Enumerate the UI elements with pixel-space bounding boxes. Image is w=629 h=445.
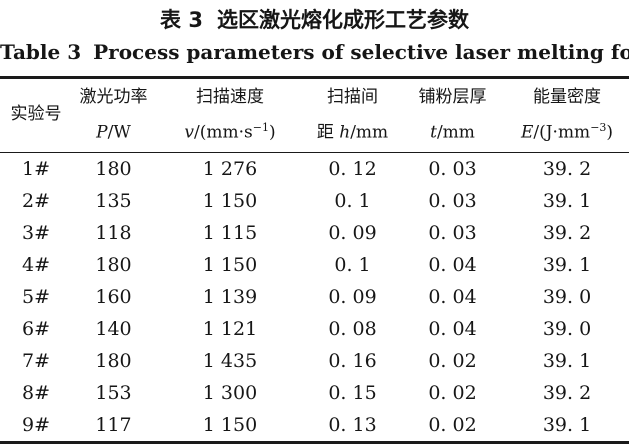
- cell-laser-power: 117: [95, 413, 132, 436]
- table-body: 1# 180 1 276 0. 12 0. 03 39. 2 2# 135 1 …: [0, 152, 629, 442]
- col-header-experiment-no: 实验号: [0, 78, 72, 153]
- table-row: 9# 117 1 150 0. 13 0. 02 39. 1: [0, 409, 629, 443]
- cell-layer-thickness: 0. 02: [428, 413, 477, 436]
- cell-laser-power: 135: [95, 189, 132, 212]
- table-title-zh: 表 3 选区激光熔化成形工艺参数: [0, 0, 629, 34]
- table-row: 1# 180 1 276 0. 12 0. 03 39. 2: [0, 152, 629, 185]
- cell-layer-thickness: 0. 03: [428, 221, 477, 244]
- col-header-scan-speed: 扫描速度 v/(mm·s−1): [155, 78, 305, 153]
- cell-laser-power: 118: [95, 221, 132, 244]
- cell-layer-thickness: 0. 04: [428, 285, 477, 308]
- cell-layer-thickness: 0. 03: [428, 189, 477, 212]
- table-title-zh-text: 选区激光熔化成形工艺参数: [216, 8, 469, 32]
- cell-layer-thickness: 0. 04: [428, 253, 477, 276]
- cell-scan-speed: 1 276: [202, 157, 258, 180]
- cell-experiment-no: 4#: [21, 253, 50, 276]
- cell-experiment-no: 3#: [21, 221, 50, 244]
- table-row: 6# 140 1 121 0. 08 0. 04 39. 0: [0, 313, 629, 345]
- cell-experiment-no: 6#: [21, 317, 50, 340]
- table-header: 实验号 激光功率 P/W 扫描速度 v/(mm·s−1) 扫描间 距 h/mm …: [0, 78, 629, 153]
- cell-energy-density: 39. 0: [542, 317, 592, 340]
- col-header-laser-power: 激光功率 P/W: [72, 78, 155, 153]
- cell-hatch-spacing: 0. 09: [328, 221, 377, 244]
- cell-scan-speed: 1 121: [202, 317, 258, 340]
- table-row: 7# 180 1 435 0. 16 0. 02 39. 1: [0, 345, 629, 377]
- col-header-title: 能量密度: [533, 87, 601, 107]
- cell-energy-density: 39. 2: [542, 221, 592, 244]
- table-row: 5# 160 1 139 0. 09 0. 04 39. 0: [0, 281, 629, 313]
- cell-energy-density: 39. 1: [542, 349, 592, 372]
- cell-experiment-no: 7#: [21, 349, 50, 372]
- table-row: 4# 180 1 150 0. 1 0. 04 39. 1: [0, 249, 629, 281]
- col-header-unit: P/W: [96, 122, 131, 143]
- cell-laser-power: 180: [95, 349, 132, 372]
- cell-scan-speed: 1 115: [202, 221, 258, 244]
- cell-scan-speed: 1 139: [202, 285, 258, 308]
- cell-hatch-spacing: 0. 12: [328, 157, 377, 180]
- col-header-layer-thickness: 铺粉层厚 t/mm: [400, 78, 505, 153]
- cell-scan-speed: 1 300: [202, 381, 258, 404]
- col-header-title: 扫描间: [327, 87, 378, 107]
- table-title-en-label: Table 3: [0, 40, 82, 64]
- cell-experiment-no: 2#: [21, 189, 50, 212]
- cell-experiment-no: 9#: [21, 413, 50, 436]
- cell-scan-speed: 1 150: [202, 189, 258, 212]
- cell-layer-thickness: 0. 02: [428, 381, 477, 404]
- cell-layer-thickness: 0. 04: [428, 317, 477, 340]
- cell-hatch-spacing: 0. 13: [328, 413, 377, 436]
- cell-laser-power: 140: [95, 317, 132, 340]
- cell-scan-speed: 1 435: [202, 349, 258, 372]
- cell-experiment-no: 5#: [21, 285, 50, 308]
- table-row: 8# 153 1 300 0. 15 0. 02 39. 2: [0, 377, 629, 409]
- cell-layer-thickness: 0. 03: [428, 157, 477, 180]
- col-header-unit: t/mm: [430, 122, 475, 143]
- col-header-hatch-spacing: 扫描间 距 h/mm: [305, 78, 400, 153]
- col-header-unit: E/(J·mm−3): [520, 121, 614, 143]
- cell-energy-density: 39. 1: [542, 413, 592, 436]
- cell-laser-power: 160: [95, 285, 132, 308]
- cell-hatch-spacing: 0. 08: [328, 317, 377, 340]
- cell-energy-density: 39. 2: [542, 157, 592, 180]
- cell-hatch-spacing: 0. 09: [328, 285, 377, 308]
- cell-experiment-no: 8#: [21, 381, 50, 404]
- cell-scan-speed: 1 150: [202, 413, 258, 436]
- cell-hatch-spacing: 0. 1: [334, 189, 371, 212]
- table-title-zh-label: 表 3: [160, 8, 203, 32]
- header-row: 实验号 激光功率 P/W 扫描速度 v/(mm·s−1) 扫描间 距 h/mm …: [0, 78, 629, 153]
- table-row: 3# 118 1 115 0. 09 0. 03 39. 2: [0, 217, 629, 249]
- col-header-unit: 距 h/mm: [316, 122, 389, 143]
- cell-hatch-spacing: 0. 1: [334, 253, 371, 276]
- cell-energy-density: 39. 1: [542, 189, 592, 212]
- cell-laser-power: 153: [95, 381, 132, 404]
- cell-energy-density: 39. 0: [542, 285, 592, 308]
- col-header-title: 实验号: [10, 104, 62, 125]
- table-row: 2# 135 1 150 0. 1 0. 03 39. 1: [0, 185, 629, 217]
- cell-layer-thickness: 0. 02: [428, 349, 477, 372]
- col-header-title: 激光功率: [79, 87, 148, 107]
- table-title-en-text: Process parameters of selective laser me…: [93, 40, 629, 64]
- cell-experiment-no: 1#: [21, 157, 50, 180]
- process-parameters-table: 实验号 激光功率 P/W 扫描速度 v/(mm·s−1) 扫描间 距 h/mm …: [0, 76, 629, 444]
- col-header-energy-density: 能量密度 E/(J·mm−3): [505, 78, 629, 153]
- cell-scan-speed: 1 150: [202, 253, 258, 276]
- table-title-en: Table 3 Process parameters of selective l…: [0, 37, 629, 67]
- cell-hatch-spacing: 0. 15: [328, 381, 377, 404]
- col-header-unit: v/(mm·s−1): [184, 121, 276, 143]
- cell-hatch-spacing: 0. 16: [328, 349, 377, 372]
- cell-laser-power: 180: [95, 253, 132, 276]
- cell-energy-density: 39. 2: [542, 381, 592, 404]
- cell-energy-density: 39. 1: [542, 253, 592, 276]
- col-header-title: 铺粉层厚: [418, 87, 487, 107]
- cell-laser-power: 180: [95, 157, 132, 180]
- col-header-title: 扫描速度: [196, 87, 264, 107]
